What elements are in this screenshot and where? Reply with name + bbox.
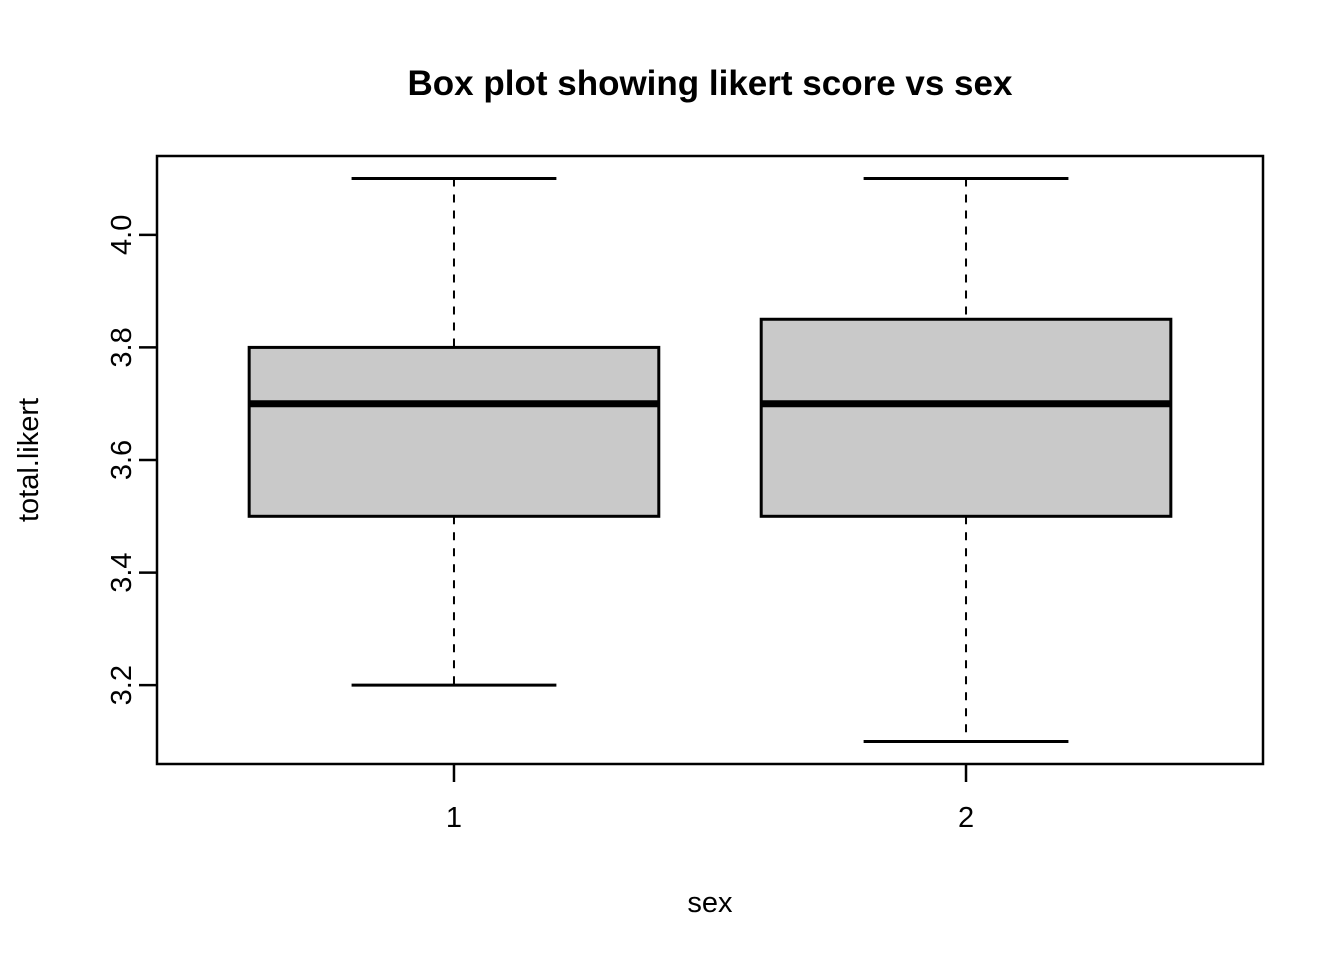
x-tick-label: 2 — [958, 802, 974, 834]
iqr-box-1 — [247, 345, 661, 518]
y-tick-label: 3.8 — [106, 327, 138, 367]
y-tick-label: 3.4 — [106, 552, 138, 592]
chart-title: Box plot showing likert score vs sex — [408, 64, 1013, 103]
y-tick-label: 3.6 — [106, 440, 138, 480]
y-axis-label: total.likert — [13, 398, 45, 522]
plot-area: 3.2 3.4 3.6 3.8 4.0 1 2 — [106, 154, 1265, 834]
x-tick-label: 1 — [446, 802, 462, 834]
iqr-box-2 — [759, 317, 1173, 518]
x-axis-label: sex — [687, 887, 733, 919]
y-tick-label: 3.2 — [106, 665, 138, 705]
y-tick-label: 4.0 — [106, 215, 138, 255]
